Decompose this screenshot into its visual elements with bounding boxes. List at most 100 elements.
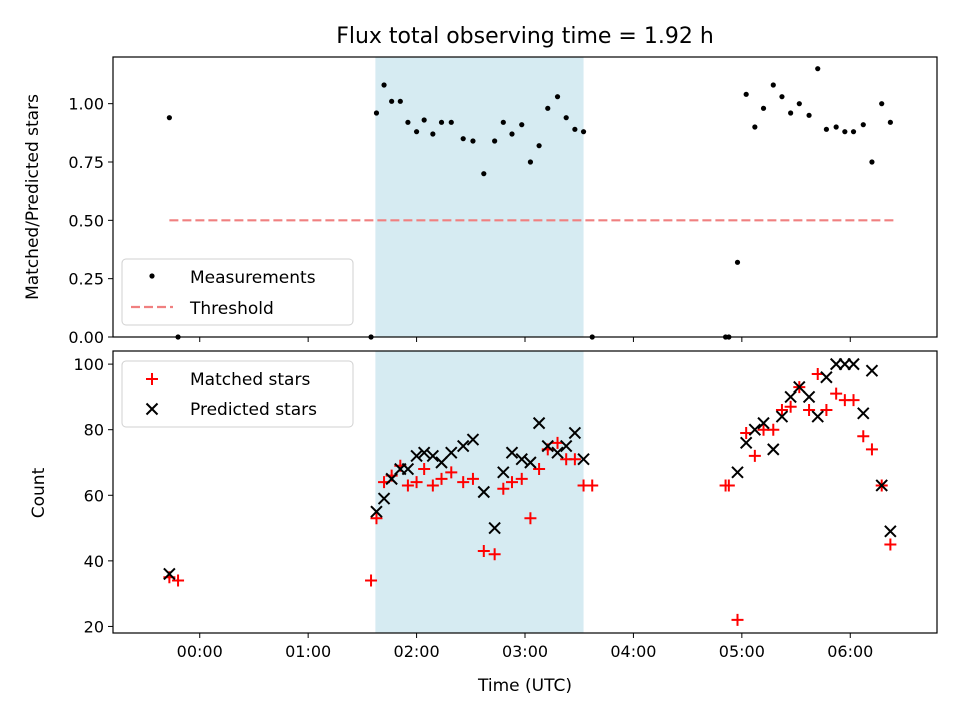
predicted-star-point (497, 466, 510, 479)
predicted-star-point (445, 446, 458, 459)
matched-star-point (865, 443, 878, 456)
measurement-point (869, 159, 875, 165)
measurement-point (492, 138, 498, 144)
measurement-point (788, 110, 794, 116)
measurement-point (770, 82, 776, 88)
legend-predicted-label: Predicted stars (190, 400, 317, 420)
measurement-point (823, 126, 830, 132)
legend-matched-label: Matched stars (190, 370, 310, 390)
predicted-star-point (524, 456, 537, 469)
predicted-star-point (793, 380, 806, 394)
measurement-point (373, 110, 380, 116)
bottom-shaded-span (375, 351, 584, 633)
matched-star-point (457, 476, 470, 489)
measurement-point (438, 119, 445, 125)
predicted-star-point (811, 410, 824, 423)
predicted-star-point (875, 479, 888, 492)
predicted-star-point (551, 446, 564, 459)
predicted-star-point (802, 390, 816, 404)
predicted-star-point (541, 439, 554, 453)
bottom-ytick-label: 60 (84, 486, 104, 505)
bottom-ytick-label: 100 (73, 355, 104, 374)
matched-star-point (533, 463, 546, 476)
matched-star-point (784, 400, 797, 413)
measurement-point (381, 82, 387, 88)
matched-star-point (497, 482, 510, 495)
measurement-point (752, 124, 758, 130)
matched-star-point (370, 512, 383, 525)
matched-star-point (466, 472, 479, 485)
predicted-star-point (577, 453, 590, 466)
measurement-point (806, 112, 812, 118)
bottom-legend: Matched stars Predicted stars (121, 360, 354, 428)
xtick-label: 00:00 (177, 642, 223, 661)
measurement-point (545, 105, 551, 111)
legend-predicted-marker (145, 402, 159, 416)
matched-star-point (568, 453, 581, 466)
matched-star-point (830, 387, 843, 400)
top-panel: 0.00 0.25 0.50 0.75 1.00 Measurements Threshol… (68, 56, 938, 347)
matched-star-point (435, 472, 448, 485)
matched-star-point (515, 472, 528, 485)
matched-star-point (722, 479, 735, 492)
bottom-ytick-label: 20 (84, 617, 104, 636)
measurement-point (796, 101, 802, 107)
measurement-point (554, 94, 561, 100)
predicted-star-point (739, 436, 753, 450)
measurement-point (779, 94, 785, 100)
measurement-point (572, 126, 578, 132)
measurement-point (842, 129, 848, 135)
top-ytick-label: 0.50 (68, 211, 104, 230)
predicted-star-point (568, 426, 582, 440)
measurement-point (760, 105, 767, 111)
measurement-point (430, 131, 436, 137)
predicted-star-point (426, 449, 440, 463)
top-ytick-label: 1.00 (68, 95, 104, 114)
measurement-point (500, 119, 506, 125)
top-panel-y-axis-label: Matched/Predicted stars (23, 94, 43, 300)
matched-star-point (586, 479, 599, 492)
measurement-point (397, 98, 403, 104)
predicted-star-point (847, 357, 860, 371)
legend-threshold-label: Threshold (189, 299, 274, 319)
measurement-point (887, 119, 893, 125)
measurement-point (860, 122, 866, 128)
measurement-point (389, 98, 395, 104)
matched-star-point (505, 476, 518, 489)
top-shaded-span (375, 57, 584, 337)
xtick-label: 04:00 (610, 642, 656, 661)
chart-title: Flux total observing time = 1.92 h (336, 24, 714, 49)
predicted-star-point (767, 443, 780, 456)
predicted-star-point (775, 410, 789, 423)
predicted-star-point (477, 485, 491, 499)
measurement-point (481, 171, 487, 177)
predicted-star-point (401, 462, 415, 476)
matched-star-point (767, 423, 780, 436)
predicted-star-point (466, 433, 480, 446)
predicted-star-point (559, 439, 573, 453)
xtick-label: 05:00 (719, 642, 765, 661)
legend-box (121, 360, 354, 428)
predicted-star-point (410, 449, 423, 463)
predicted-star-point (377, 492, 391, 505)
measurement-point (815, 66, 821, 72)
matched-star-point (847, 394, 860, 407)
matched-star-point (172, 574, 185, 587)
predicted-star-point (515, 453, 528, 466)
measurement-point (734, 259, 741, 265)
top-legend: Measurements Threshold (121, 258, 354, 326)
predicted-star-point (435, 456, 448, 469)
predicted-star-point (757, 416, 770, 430)
predicted-star-point (857, 407, 870, 420)
matched-star-point (748, 449, 761, 462)
predicted-star-point (884, 525, 897, 538)
legend-matched-marker (146, 373, 158, 385)
x-axis-label: Time (UTC) (477, 676, 572, 696)
matched-star-point (410, 476, 423, 489)
predicted-star-point (820, 371, 833, 384)
xtick-label: 06:00 (827, 642, 873, 661)
predicted-star-point (370, 505, 383, 518)
matched-star-point (803, 404, 816, 417)
legend-measurement-marker (149, 273, 155, 279)
